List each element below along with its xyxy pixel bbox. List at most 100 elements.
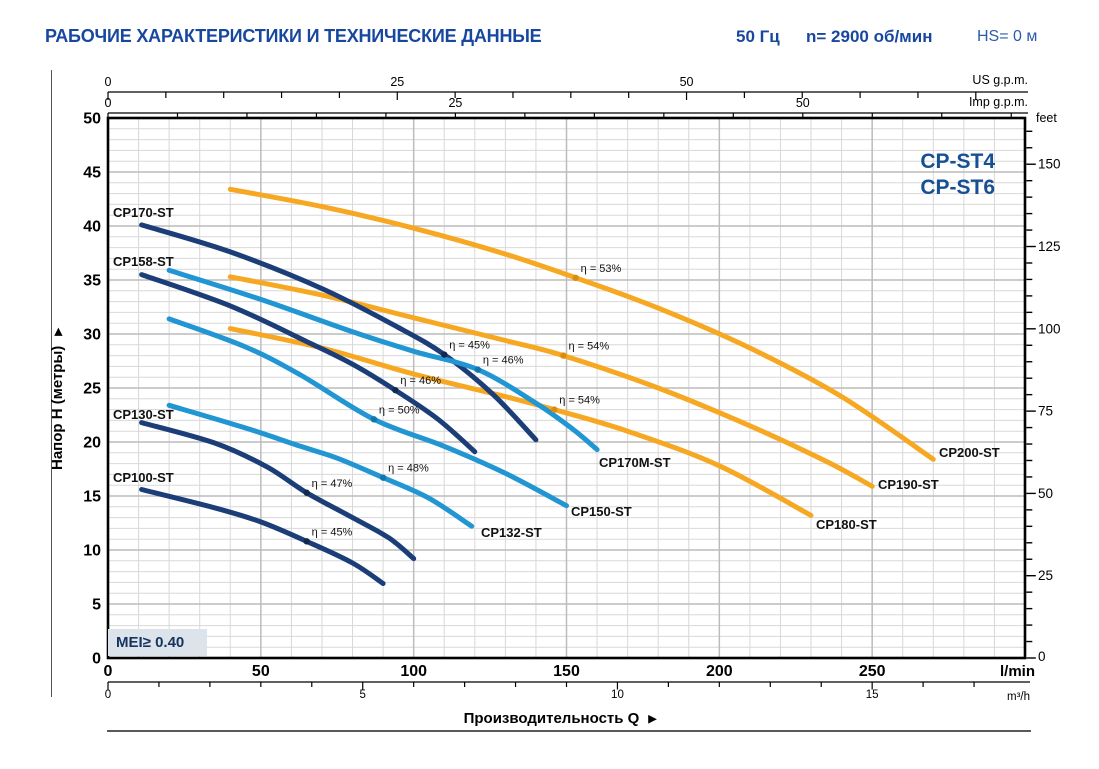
bottom-axis-m3h: 0 5 10 15 m³/h <box>105 681 1030 703</box>
lmin-tick-label: 200 <box>706 663 733 680</box>
us-tick-label: 50 <box>680 75 694 89</box>
model-series-line1: CP-ST4 <box>920 150 995 173</box>
model-series-annotation: CP-ST4 CP-ST6 <box>880 149 995 201</box>
curve-CP100-ST <box>139 487 386 586</box>
efficiency-label-CP200-ST: η = 53% <box>581 263 622 275</box>
m3h-unit-label: m³/h <box>1007 691 1030 703</box>
efficiency-dot-CP170M-ST <box>474 366 482 373</box>
curve-label-CP170-ST: CP170-ST <box>113 205 174 220</box>
imp-unit-label: Imp g.p.m. <box>969 95 1028 109</box>
curve-CP158-ST <box>139 272 478 455</box>
model-series-line2: CP-ST6 <box>920 176 995 199</box>
curve-label-CP132-ST: CP132-ST <box>481 525 542 540</box>
left-tick-label: 50 <box>83 111 101 128</box>
efficiency-dot-CP150-ST <box>370 416 378 423</box>
m3h-tick-label: 5 <box>360 689 366 701</box>
efficiency-label-CP170-ST: η = 45% <box>449 340 490 352</box>
left-tick-label: 0 <box>92 651 101 668</box>
curve-label-CP100-ST: CP100-ST <box>113 470 174 485</box>
imp-tick-label: 0 <box>105 96 112 110</box>
left-tick-label: 35 <box>83 273 101 290</box>
y-axis-title: Напор H (метры)▶ <box>49 327 66 470</box>
curve-label-CP150-ST: CP150-ST <box>571 504 632 519</box>
efficiency-label-CP158-ST: η = 46% <box>400 375 441 387</box>
left-page-rule <box>51 70 52 697</box>
efficiency-dot-CP100-ST <box>303 538 310 545</box>
us-tick-label: 25 <box>390 75 404 89</box>
lmin-unit-label: l/min <box>1000 663 1035 680</box>
efficiency-label-CP150-ST: η = 50% <box>379 404 420 416</box>
efficiency-dot-CP190-ST <box>560 352 567 359</box>
imp-tick-label: 25 <box>448 96 462 110</box>
curve-CP170M-ST <box>166 267 600 453</box>
curve-CP200-ST <box>227 186 936 462</box>
suction-head-label: HS= 0 м <box>977 28 1038 45</box>
lmin-tick-label: 150 <box>553 663 580 680</box>
feet-tick-label: 50 <box>1038 486 1053 501</box>
efficiency-label-CP190-ST: η = 54% <box>568 341 609 353</box>
frequency-label: 50 Гц <box>736 27 780 46</box>
efficiency-markers: η = 45% η = 47% η = 48% η = 50% η = 46% η = 4… <box>303 263 622 545</box>
us-tick-label: 0 <box>105 75 112 89</box>
feet-tick-label: 25 <box>1038 568 1053 583</box>
lmin-tick-label: 100 <box>400 663 427 680</box>
feet-tick-label: 150 <box>1038 157 1061 172</box>
left-axis-metres: 0 5 10 15 20 25 30 35 40 45 50 Напор H (метры)▶ <box>49 111 101 668</box>
mei-badge: MEI≥ 0.40 <box>108 629 207 656</box>
plot-border <box>106 116 1027 660</box>
efficiency-label-CP170M-ST: η = 46% <box>483 355 524 367</box>
left-tick-label: 45 <box>83 165 101 182</box>
feet-tick-label: 125 <box>1038 239 1061 254</box>
left-tick-label: 20 <box>83 435 101 452</box>
efficiency-dot-CP170-ST <box>441 351 448 358</box>
efficiency-dot-CP132-ST <box>379 474 387 481</box>
curve-CP170-ST <box>139 222 539 443</box>
efficiency-dot-CP180-ST <box>551 406 558 413</box>
efficiency-dot-CP130-ST <box>303 489 310 496</box>
left-tick-label: 25 <box>83 381 101 398</box>
curve-label-CP130-ST: CP130-ST <box>113 407 174 422</box>
imp-tick-label: 50 <box>796 96 810 110</box>
efficiency-dot-CP158-ST <box>392 386 399 394</box>
lmin-tick-label: 50 <box>252 663 270 680</box>
curve-label-CP200-ST: CP200-ST <box>939 445 1000 460</box>
efficiency-label-CP180-ST: η = 54% <box>559 395 600 407</box>
m3h-tick-label: 15 <box>866 689 879 701</box>
left-tick-label: 15 <box>83 489 101 506</box>
bottom-axis-lmin: 0 50 100 150 200 250 l/min <box>104 663 1035 680</box>
left-tick-label: 5 <box>92 597 101 614</box>
left-tick-label: 40 <box>83 219 101 236</box>
efficiency-label-CP130-ST: η = 47% <box>312 478 353 490</box>
curve-label-CP170M-ST: CP170M-ST <box>599 455 671 470</box>
efficiency-label-CP100-ST: η = 45% <box>312 526 353 538</box>
left-tick-label: 10 <box>83 543 101 560</box>
us-unit-label: US g.p.m. <box>972 73 1028 87</box>
top-axis-imp-gpm: 0 25 50 Imp g.p.m. <box>105 95 1028 119</box>
lmin-tick-label: 250 <box>859 663 886 680</box>
curve-labels: CP100-ST CP130-ST CP132-ST CP150-ST CP158-ST… <box>113 205 1000 540</box>
feet-tick-label: 0 <box>1038 649 1046 664</box>
speed-label: n= 2900 об/мин <box>806 27 933 46</box>
efficiency-label-CP132-ST: η = 48% <box>388 463 429 475</box>
top-axis-us-gpm: 0 25 50 US g.p.m. <box>105 73 1028 100</box>
feet-tick-label: 100 <box>1038 321 1061 336</box>
mei-label: MEI≥ 0.40 <box>116 634 185 651</box>
curve-label-CP180-ST: CP180-ST <box>816 517 877 532</box>
page-title: РАБОЧИЕ ХАРАКТЕРИСТИКИ И ТЕХНИЧЕСКИЕ ДАН… <box>45 26 542 46</box>
lmin-tick-label: 0 <box>104 663 113 680</box>
feet-unit-label: feet <box>1036 111 1057 125</box>
m3h-tick-label: 10 <box>611 689 624 701</box>
efficiency-dot-CP200-ST <box>572 274 579 282</box>
curve-CP150-ST <box>166 316 569 509</box>
feet-tick-label: 75 <box>1038 404 1053 419</box>
right-axis-feet: 0 25 50 75 100 125 150 feet <box>1026 111 1061 664</box>
curve-CP132-ST <box>166 402 475 529</box>
curve-label-CP158-ST: CP158-ST <box>113 254 174 269</box>
x-axis-title: Производительность Q ▶ <box>464 710 658 727</box>
left-tick-label: 30 <box>83 327 101 344</box>
m3h-tick-label: 0 <box>105 689 111 701</box>
curve-CP130-ST <box>139 420 417 562</box>
curve-label-CP190-ST: CP190-ST <box>878 477 939 492</box>
